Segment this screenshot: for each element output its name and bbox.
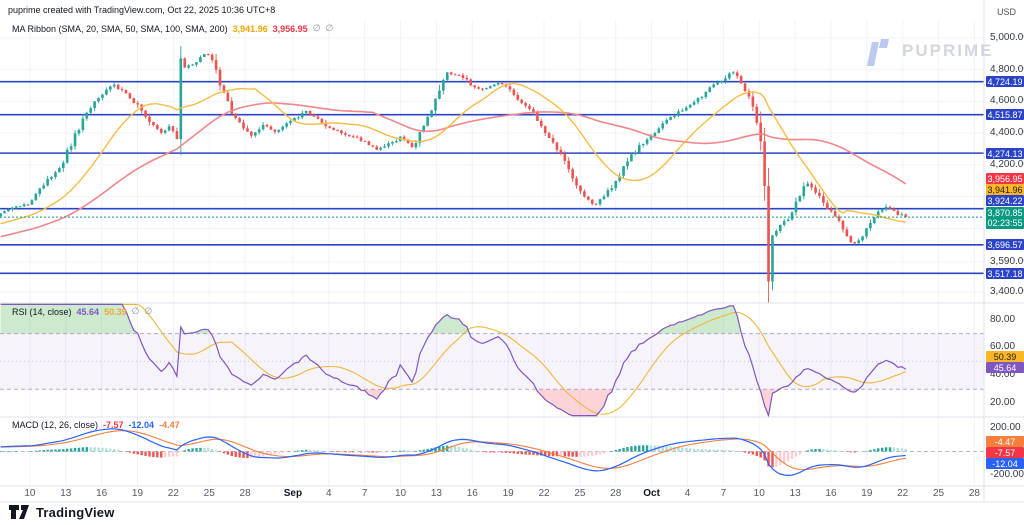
- price-axis-label-last-price: 3,870.85 02:23:55: [986, 207, 1024, 230]
- rsi-legend-label: RSI (14, close): [12, 306, 72, 317]
- price-axis-label-level-5: 3,517.18: [986, 267, 1024, 279]
- sma20-line[interactable]: [0, 82, 906, 225]
- time-tick-label: 19: [502, 488, 514, 499]
- macd-line[interactable]: [0, 428, 906, 477]
- time-tick-label: 28: [239, 488, 251, 499]
- time-tick-label: 10: [753, 488, 765, 499]
- candles[interactable]: [0, 45, 907, 310]
- tradingview-logo-text: TradingView: [36, 505, 115, 520]
- time-tick-label: 7: [361, 488, 368, 499]
- price-axis-label-level-0: 4,724.19: [986, 76, 1024, 88]
- macd-histogram-value: -7.57: [103, 420, 124, 430]
- time-tick-label: 10: [24, 488, 36, 499]
- tradingview-logo[interactable]: TradingView: [9, 505, 115, 520]
- sma50-line[interactable]: [0, 102, 907, 238]
- price-axis-label-macd-hist: -7.57: [986, 446, 1024, 458]
- price-tick-label: 4,200.00: [990, 158, 1024, 170]
- macd-signal-line[interactable]: [0, 430, 906, 471]
- price-axis-label-macd-signal: -4.47: [986, 435, 1024, 447]
- time-tick-label: Oct: [643, 488, 660, 499]
- bar-countdown: 02:23:55: [987, 218, 1023, 229]
- price-axis-label-sma50: 3,956.95: [986, 173, 1024, 185]
- ma-ribbon-legend: MA Ribbon (SMA, 20, SMA, 50, SMA, 100, S…: [12, 23, 333, 34]
- rsi-ma-value: 50.39: [104, 306, 127, 317]
- rsi-band: [0, 333, 984, 390]
- time-tick-label: 28: [968, 488, 980, 499]
- rsi-value: 45.64: [76, 306, 100, 317]
- time-tick-label: 13: [60, 488, 72, 499]
- time-tick-label: 19: [131, 488, 144, 499]
- time-tick-label: 25: [933, 488, 945, 499]
- price-axis-label-sma20: 3,941.96: [986, 184, 1024, 196]
- rsi-tick-label: 80.00: [990, 313, 1016, 325]
- time-tick-label: 13: [430, 488, 442, 499]
- time-tick-label: 16: [96, 488, 108, 499]
- time-tick-label: 16: [825, 488, 837, 499]
- macd-plot: [0, 428, 984, 477]
- macd-legend-label: MACD (12, 26, close): [12, 420, 99, 430]
- time-tick-label: 22: [538, 488, 550, 499]
- time-tick-label: 28: [610, 488, 622, 499]
- rsi-tick-label: 40.00: [990, 369, 1016, 381]
- price-axis-label-level-1: 4,515.87: [986, 109, 1024, 121]
- time-tick-label: 19: [861, 488, 873, 499]
- macd-tick-label: 200.00: [990, 421, 1021, 433]
- price-axis-label-level-3924-stacked: 3,924.22: [986, 195, 1024, 207]
- price-axis-currency: USD: [997, 7, 1017, 17]
- price-tick-label: 5,000.00: [990, 31, 1024, 43]
- puprime-logo-text: PUPRIME: [902, 41, 994, 60]
- puprime-logo-icon: [867, 39, 889, 66]
- time-tick-label: 4: [326, 488, 332, 499]
- tradingview-logo-icon: [9, 505, 29, 519]
- macd-signal-value: -4.47: [159, 420, 180, 430]
- price-axis-label-macd-line: -12.04: [986, 457, 1024, 469]
- time-tick-label: 25: [574, 488, 586, 499]
- price-axis-label-rsi-ma: 50.39: [986, 351, 1024, 363]
- rsi-tick-label: 20.00: [990, 397, 1016, 409]
- time-tick-label: 7: [720, 488, 727, 499]
- price-tick-label: 3,590.00: [990, 255, 1024, 267]
- price-axis-label-rsi: 45.64: [986, 362, 1024, 374]
- chart-title: puprime created with TradingView.com, Oc…: [8, 5, 276, 15]
- grid: [0, 20, 984, 486]
- rsi-line[interactable]: [0, 303, 907, 418]
- price-axis-label-level-2: 4,274.13: [986, 147, 1024, 159]
- sma50-value: 3,956.95: [272, 23, 308, 34]
- time-tick-label: 22: [897, 488, 909, 499]
- macd-legend: MACD (12, 26, close) -7.57 -12.04 -4.47: [12, 420, 180, 430]
- sma200-hidden-icon[interactable]: ∅: [325, 23, 334, 33]
- price-tick-label: 4,600.00: [990, 95, 1024, 107]
- ma-ribbon: [0, 82, 907, 238]
- price-tick-label: 4,400.00: [990, 127, 1024, 139]
- time-tick-label: Sep: [283, 488, 303, 499]
- price-tick-label: 3,400.00: [990, 285, 1024, 297]
- puprime-watermark: PUPRIME: [866, 36, 993, 66]
- rsi-hidden-icon2[interactable]: ∅: [144, 306, 153, 316]
- price-tick-label: 4,800.00: [990, 63, 1024, 75]
- time-tick-label: 4: [684, 488, 691, 499]
- sma100-hidden-icon[interactable]: ∅: [312, 23, 321, 33]
- support-resistance-lines[interactable]: [0, 80, 984, 275]
- time-tick-label: 16: [466, 488, 478, 499]
- macd-tick-label: -200.00: [990, 469, 1024, 481]
- last-price-value: 3,870.85: [987, 208, 1023, 219]
- rsi-ma-line[interactable]: [0, 303, 906, 415]
- time-tick-label: 13: [789, 488, 801, 499]
- macd-line-value: -12.04: [128, 420, 155, 430]
- time-tick-label: 22: [167, 488, 179, 499]
- time-tick-label: 10: [394, 488, 407, 499]
- rsi-tick-label: 60.00: [990, 341, 1016, 353]
- rsi-plot: [0, 303, 907, 418]
- ma-ribbon-legend-label: MA Ribbon (SMA, 20, SMA, 50, SMA, 100, S…: [12, 23, 228, 34]
- time-tick-label: 25: [203, 488, 215, 499]
- rsi-legend: RSI (14, close) 45.64 50.39 ∅ ∅: [12, 306, 152, 317]
- sma20-value: 3,941.96: [232, 23, 268, 34]
- rsi-hidden-icon[interactable]: ∅: [131, 306, 140, 316]
- price-axis-label-level-4: 3,696.57: [986, 239, 1024, 251]
